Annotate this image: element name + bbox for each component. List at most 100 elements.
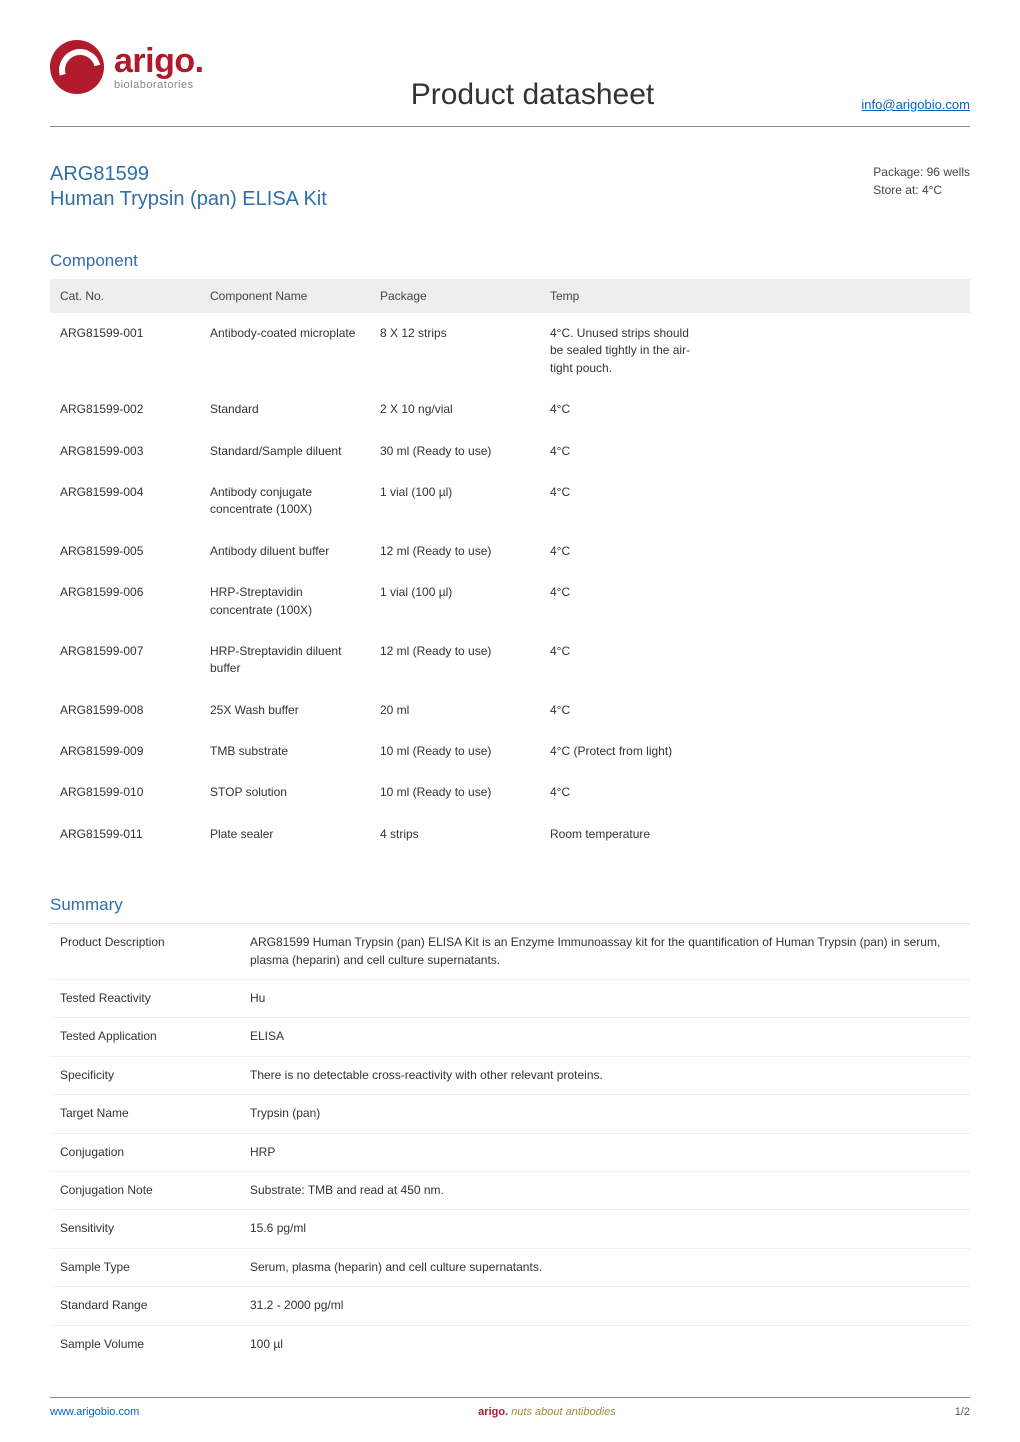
table-cell-spacer bbox=[710, 731, 970, 772]
summary-key: Conjugation bbox=[50, 1133, 240, 1171]
table-cell: 8 X 12 strips bbox=[370, 313, 540, 389]
summary-key: Tested Application bbox=[50, 1018, 240, 1056]
table-row: Tested ApplicationELISA bbox=[50, 1018, 970, 1056]
table-row: SpecificityThere is no detectable cross-… bbox=[50, 1056, 970, 1094]
product-storage: Store at: 4°C bbox=[873, 181, 970, 199]
summary-key: Sensitivity bbox=[50, 1210, 240, 1248]
table-cell: 2 X 10 ng/vial bbox=[370, 389, 540, 430]
table-row: Standard Range31.2 - 2000 pg/ml bbox=[50, 1287, 970, 1325]
table-row: Sample TypeSerum, plasma (heparin) and c… bbox=[50, 1248, 970, 1286]
table-cell: ARG81599-003 bbox=[50, 431, 200, 472]
summary-value: HRP bbox=[240, 1133, 970, 1171]
brand-name: arigo. bbox=[114, 44, 204, 78]
component-th-name: Component Name bbox=[200, 279, 370, 313]
table-cell: Antibody conjugate concentrate (100X) bbox=[200, 472, 370, 531]
table-cell: 4°C bbox=[540, 690, 710, 731]
table-cell: 1 vial (100 µl) bbox=[370, 472, 540, 531]
table-cell: Standard bbox=[200, 389, 370, 430]
table-cell: ARG81599-002 bbox=[50, 389, 200, 430]
table-row: ARG81599-003Standard/Sample diluent30 ml… bbox=[50, 431, 970, 472]
table-cell-spacer bbox=[710, 472, 970, 531]
summary-table: Product DescriptionARG81599 Human Trypsi… bbox=[50, 923, 970, 1363]
table-cell: Room temperature bbox=[540, 814, 710, 855]
footer-tag-rest: nuts about antibodies bbox=[511, 1406, 616, 1418]
table-cell: 25X Wash buffer bbox=[200, 690, 370, 731]
summary-key: Product Description bbox=[50, 924, 240, 980]
brand-swirl-icon bbox=[50, 40, 104, 94]
info-email-link[interactable]: info@arigobio.com bbox=[861, 97, 970, 112]
summary-value: Serum, plasma (heparin) and cell culture… bbox=[240, 1248, 970, 1286]
table-cell: 30 ml (Ready to use) bbox=[370, 431, 540, 472]
footer-tag-brand: arigo. bbox=[478, 1406, 508, 1418]
page-footer: www.arigobio.com arigo. nuts about antib… bbox=[50, 1397, 970, 1418]
summary-value: There is no detectable cross-reactivity … bbox=[240, 1056, 970, 1094]
table-cell: 4°C bbox=[540, 772, 710, 813]
table-cell: ARG81599-007 bbox=[50, 631, 200, 690]
table-cell-spacer bbox=[710, 631, 970, 690]
header-row: arigo. biolaboratories Product datasheet… bbox=[50, 40, 970, 127]
table-row: ConjugationHRP bbox=[50, 1133, 970, 1171]
product-package: Package: 96 wells bbox=[873, 163, 970, 181]
table-cell: HRP-Streptavidin diluent buffer bbox=[200, 631, 370, 690]
summary-value: ARG81599 Human Trypsin (pan) ELISA Kit i… bbox=[240, 924, 970, 980]
table-cell: 4°C bbox=[540, 631, 710, 690]
product-left: ARG81599 Human Trypsin (pan) ELISA Kit bbox=[50, 163, 327, 211]
table-row: Sample Volume100 µl bbox=[50, 1325, 970, 1363]
brand-text: arigo. biolaboratories bbox=[114, 44, 204, 91]
table-cell: 4°C (Protect from light) bbox=[540, 731, 710, 772]
summary-value: 31.2 - 2000 pg/ml bbox=[240, 1287, 970, 1325]
table-row: Conjugation NoteSubstrate: TMB and read … bbox=[50, 1171, 970, 1209]
table-row: ARG81599-002Standard2 X 10 ng/vial4°C bbox=[50, 389, 970, 430]
table-cell: ARG81599-005 bbox=[50, 531, 200, 572]
summary-key: Specificity bbox=[50, 1056, 240, 1094]
table-row: ARG81599-011Plate sealer4 stripsRoom tem… bbox=[50, 814, 970, 855]
component-th-catno: Cat. No. bbox=[50, 279, 200, 313]
brand-logo-block: arigo. biolaboratories bbox=[50, 40, 204, 94]
table-cell: TMB substrate bbox=[200, 731, 370, 772]
brand-sub: biolaboratories bbox=[114, 80, 204, 91]
footer-tagline: arigo. nuts about antibodies bbox=[478, 1406, 616, 1418]
table-cell: 10 ml (Ready to use) bbox=[370, 731, 540, 772]
table-cell-spacer bbox=[710, 531, 970, 572]
section-title-summary: Summary bbox=[50, 895, 970, 915]
summary-value: Hu bbox=[240, 980, 970, 1018]
table-cell: ARG81599-004 bbox=[50, 472, 200, 531]
table-row: ARG81599-005Antibody diluent buffer12 ml… bbox=[50, 531, 970, 572]
component-th-spacer bbox=[710, 279, 970, 313]
footer-url[interactable]: www.arigobio.com bbox=[50, 1406, 139, 1418]
product-name: Human Trypsin (pan) ELISA Kit bbox=[50, 188, 327, 211]
summary-value: Substrate: TMB and read at 450 nm. bbox=[240, 1171, 970, 1209]
table-row: Tested ReactivityHu bbox=[50, 980, 970, 1018]
table-cell: 12 ml (Ready to use) bbox=[370, 531, 540, 572]
table-row: ARG81599-004Antibody conjugate concentra… bbox=[50, 472, 970, 531]
table-row: ARG81599-00825X Wash buffer20 ml4°C bbox=[50, 690, 970, 731]
summary-value: ELISA bbox=[240, 1018, 970, 1056]
table-cell: 1 vial (100 µl) bbox=[370, 572, 540, 631]
table-cell: ARG81599-008 bbox=[50, 690, 200, 731]
table-row: ARG81599-009TMB substrate10 ml (Ready to… bbox=[50, 731, 970, 772]
summary-value: 100 µl bbox=[240, 1325, 970, 1363]
summary-key: Standard Range bbox=[50, 1287, 240, 1325]
table-cell: 4 strips bbox=[370, 814, 540, 855]
table-cell: ARG81599-006 bbox=[50, 572, 200, 631]
table-cell: 4°C bbox=[540, 572, 710, 631]
table-cell-spacer bbox=[710, 572, 970, 631]
table-cell-spacer bbox=[710, 772, 970, 813]
component-table: Cat. No. Component Name Package Temp ARG… bbox=[50, 279, 970, 855]
table-cell-spacer bbox=[710, 431, 970, 472]
footer-page: 1/2 bbox=[955, 1406, 970, 1418]
table-cell: 20 ml bbox=[370, 690, 540, 731]
table-cell-spacer bbox=[710, 313, 970, 389]
table-cell: ARG81599-001 bbox=[50, 313, 200, 389]
table-row: ARG81599-007HRP-Streptavidin diluent buf… bbox=[50, 631, 970, 690]
component-header-row: Cat. No. Component Name Package Temp bbox=[50, 279, 970, 313]
table-cell: STOP solution bbox=[200, 772, 370, 813]
table-cell: Plate sealer bbox=[200, 814, 370, 855]
table-cell: ARG81599-010 bbox=[50, 772, 200, 813]
summary-value: Trypsin (pan) bbox=[240, 1095, 970, 1133]
summary-key: Target Name bbox=[50, 1095, 240, 1133]
table-cell: 4°C bbox=[540, 431, 710, 472]
table-cell: Standard/Sample diluent bbox=[200, 431, 370, 472]
summary-value: 15.6 pg/ml bbox=[240, 1210, 970, 1248]
table-cell: Antibody-coated microplate bbox=[200, 313, 370, 389]
